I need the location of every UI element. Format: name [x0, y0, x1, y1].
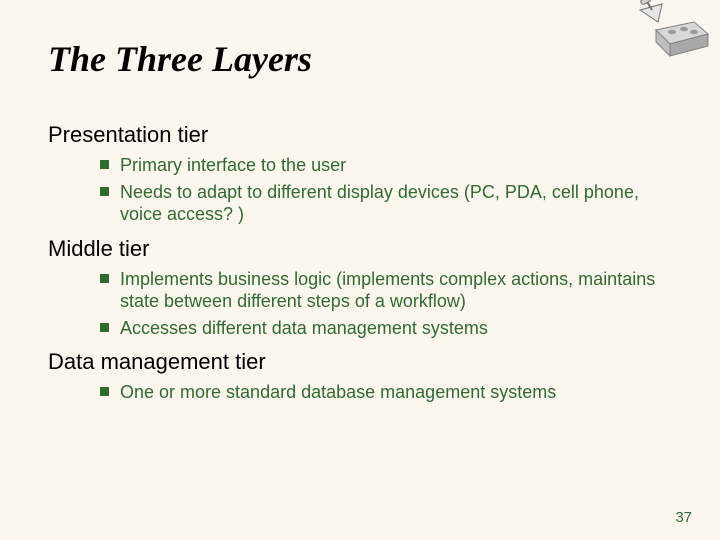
section-heading-data: Data management tier — [48, 349, 672, 375]
list-item: One or more standard database management… — [100, 381, 672, 404]
list-item: Accesses different data management syste… — [100, 317, 672, 340]
section-heading-presentation: Presentation tier — [48, 122, 672, 148]
page-number: 37 — [675, 509, 692, 526]
list-item: Primary interface to the user — [100, 154, 672, 177]
bullet-list: Primary interface to the user Needs to a… — [48, 154, 672, 226]
trowel-block-icon — [632, 0, 710, 58]
section-heading-middle: Middle tier — [48, 236, 672, 262]
list-item: Implements business logic (implements co… — [100, 268, 672, 313]
list-item: Needs to adapt to different display devi… — [100, 181, 672, 226]
bullet-list: Implements business logic (implements co… — [48, 268, 672, 340]
slide-title: The Three Layers — [48, 38, 672, 80]
bullet-list: One or more standard database management… — [48, 381, 672, 404]
slide: The Three Layers Presentation tier Prima… — [0, 0, 720, 540]
